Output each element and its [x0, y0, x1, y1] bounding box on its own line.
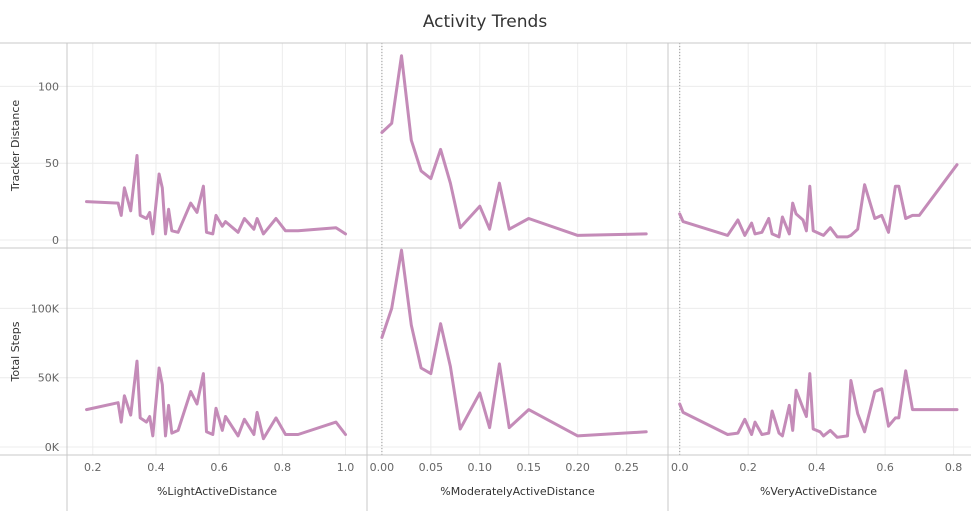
x-tick-label: 0.20 [565, 461, 590, 474]
x-tick-label: 0.6 [210, 461, 228, 474]
y-tick-label: 50K [38, 372, 60, 385]
x-tick-label: 0.10 [468, 461, 493, 474]
tick-labels: 0 50 100 0K 50K 100K 0.2 0.4 0.6 0.8 1.0 0.00 0.05 0.… [31, 80, 963, 474]
x-tick-label: 0.8 [274, 461, 292, 474]
x-tick-label: 0.6 [876, 461, 894, 474]
y-tick-label: 50 [45, 157, 59, 170]
x-tick-label: 0.00 [370, 461, 395, 474]
x-tick-label: 1.0 [337, 461, 355, 474]
axis-titles: Tracker Distance Total Steps %LightActiveD… [9, 100, 877, 498]
x-tick-label: 0.25 [614, 461, 639, 474]
panel-frames [0, 42, 971, 511]
y-tick-label: 100K [31, 302, 60, 315]
x-tick-label: 0.2 [739, 461, 757, 474]
series-line-total-steps-col3 [678, 369, 959, 439]
x-axis-title: %VeryActiveDistance [760, 485, 877, 498]
grid-layer [0, 43, 971, 455]
row-axis-title: Tracker Distance [9, 100, 22, 193]
series-lines [85, 54, 959, 441]
x-tick-label: 0.0 [671, 461, 689, 474]
series-line-tracker-distance-col3 [678, 163, 959, 239]
series-line-total-steps-col2 [380, 248, 648, 438]
y-tick-label: 0 [52, 234, 59, 247]
chart-title: Activity Trends [423, 12, 548, 32]
y-tick-label: 100 [38, 80, 59, 93]
series-line-total-steps-col1 [85, 359, 347, 441]
series-line-tracker-distance-col2 [380, 54, 648, 237]
x-tick-label: 0.4 [147, 461, 165, 474]
y-tick-label: 0K [45, 441, 60, 454]
x-axis-title: %ModeratelyActiveDistance [440, 485, 595, 498]
x-tick-label: 0.15 [516, 461, 541, 474]
x-axis-title: %LightActiveDistance [157, 485, 277, 498]
row-axis-title: Total Steps [9, 321, 22, 382]
x-tick-label: 0.4 [808, 461, 826, 474]
x-tick-label: 0.2 [84, 461, 102, 474]
x-tick-label: 0.05 [419, 461, 444, 474]
x-tick-label: 0.8 [945, 461, 963, 474]
series-line-tracker-distance-col1 [85, 154, 347, 236]
